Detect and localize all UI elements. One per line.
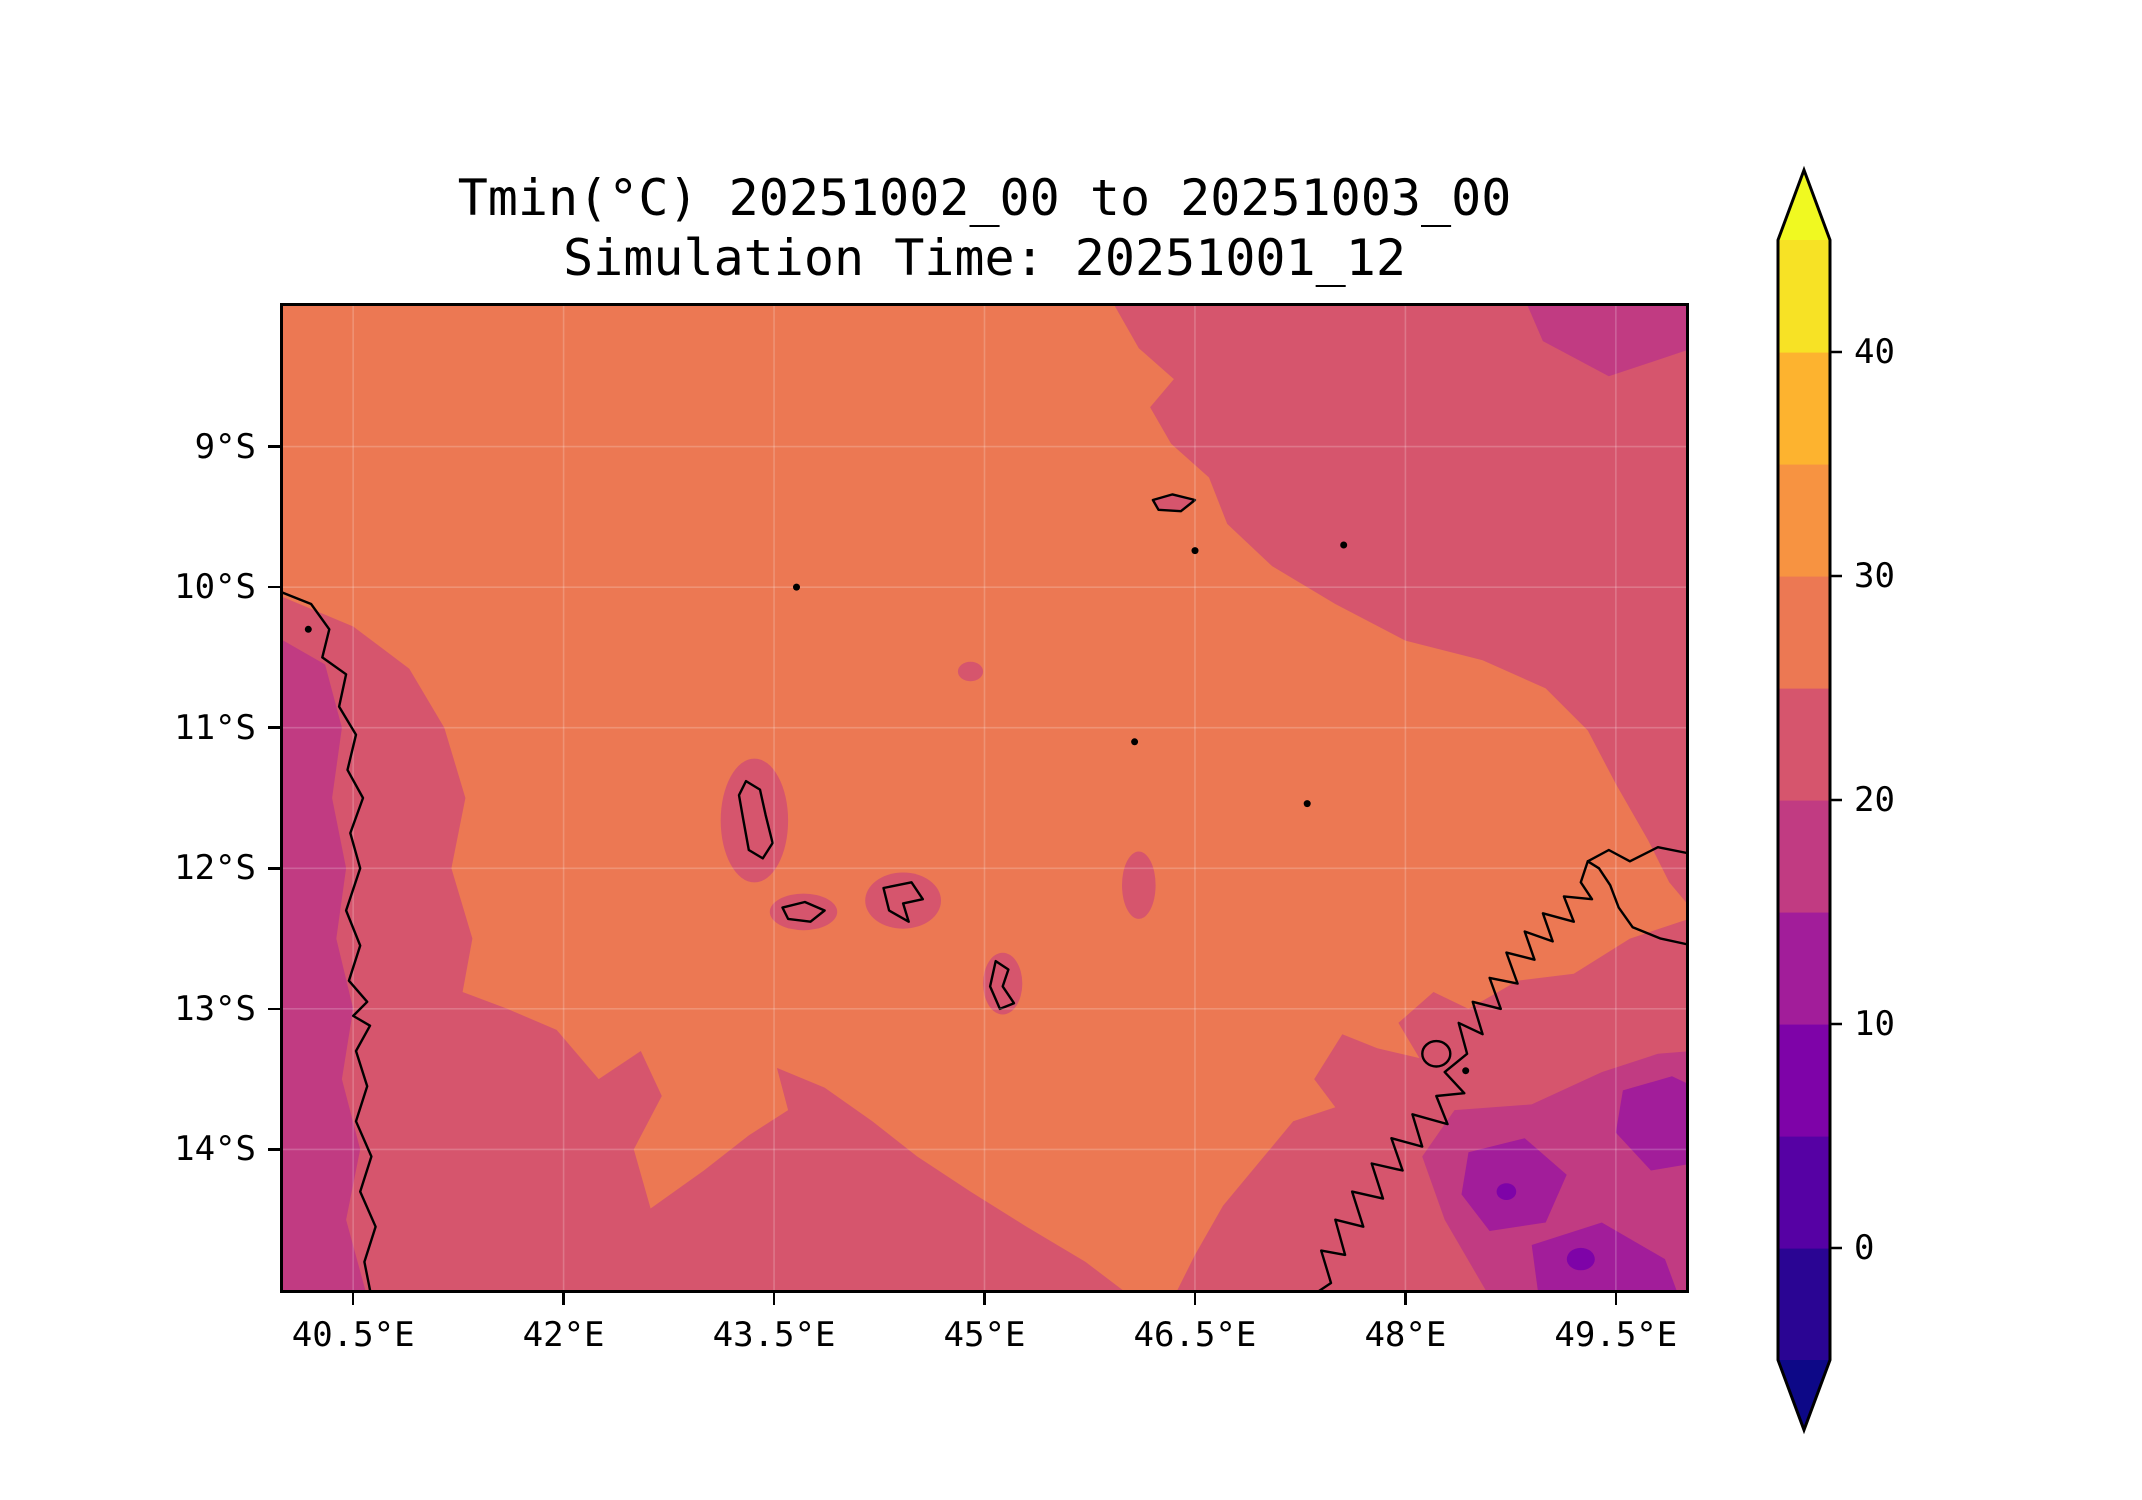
contour-region-west-land-15-20 — [283, 640, 366, 1290]
y-tick-label: 12°S — [174, 848, 256, 889]
x-tick-label: 49.5°E — [1554, 1315, 1678, 1355]
contour-patch-small-pink-spot-2 — [1122, 851, 1156, 919]
x-tick-mark — [1614, 1293, 1618, 1305]
colorbar-over-arrow — [1778, 170, 1830, 240]
x-tick-mark — [772, 1293, 776, 1305]
x-tick-label: 40.5°E — [291, 1315, 415, 1355]
coastline-madagascar-west-coast — [1318, 846, 1686, 1290]
island-nosy-be — [1421, 1039, 1452, 1068]
y-tick-mark — [268, 1007, 280, 1011]
y-tick-mark — [268, 585, 280, 589]
y-tick-mark — [268, 867, 280, 870]
y-tick-mark — [268, 726, 280, 729]
island-aldabra — [1151, 493, 1197, 513]
contour-patch-small-pink-spot-1 — [957, 661, 984, 682]
chart-subtitle: Simulation Time: 20251001_12 — [563, 229, 1406, 287]
map-plot-area — [280, 303, 1689, 1293]
x-tick-mark — [562, 1293, 565, 1305]
contour-region-northeast-20-25 — [1114, 306, 1686, 903]
colorbar-band — [1778, 352, 1830, 465]
islet-dot — [1131, 738, 1139, 746]
y-tick-label: 10°S — [174, 567, 256, 608]
x-tick-label: 46.5°E — [1133, 1315, 1257, 1355]
island-grande-comore — [737, 779, 774, 860]
colorbar-band — [1778, 576, 1830, 689]
x-tick-label: 45°E — [943, 1315, 1026, 1355]
colorbar-under-arrow — [1778, 1360, 1830, 1430]
colorbar-band — [1778, 464, 1830, 577]
islet-dot — [1303, 800, 1311, 808]
y-tick-label: 13°S — [174, 988, 256, 1029]
colorbar-tick-label: 40 — [1854, 332, 1895, 372]
y-tick-label: 14°S — [174, 1129, 256, 1170]
colorbar-tick-label: 20 — [1854, 780, 1895, 820]
colorbar-band — [1778, 912, 1830, 1025]
contour-patch-deep-purple-spot-1 — [1566, 1247, 1595, 1271]
island-moheli — [781, 900, 826, 923]
temperature-contour-map — [283, 306, 1686, 1290]
colorbar-band — [1778, 800, 1830, 913]
islet-dot — [1340, 541, 1348, 549]
island-mayotte — [988, 959, 1016, 1011]
islet-dot — [304, 625, 312, 633]
contour-region-top-right-corner-15-20 — [1527, 306, 1686, 377]
x-tick-mark — [1404, 1293, 1407, 1305]
colorbar: 0 10 20 30 40 — [1776, 165, 1895, 1435]
colorbar-tick-label: 30 — [1854, 556, 1895, 596]
contour-region-madagascar-purple-1 — [1461, 1138, 1567, 1231]
islet-dot — [1191, 547, 1199, 555]
x-tick-label: 48°E — [1364, 1315, 1447, 1355]
colorbar-band — [1778, 240, 1830, 353]
contour-region-madagascar-purple-3 — [1531, 1222, 1677, 1290]
x-tick-label: 42°E — [522, 1315, 605, 1355]
y-tick-label: 9°S — [194, 426, 256, 467]
x-tick-mark — [351, 1293, 355, 1305]
islet-dot — [1462, 1067, 1470, 1075]
colorbar-band — [1778, 688, 1830, 801]
coastline-africa-coast — [283, 591, 377, 1290]
contour-region-madagascar-purple-2 — [1615, 1076, 1686, 1171]
colorbar-band — [1778, 1248, 1830, 1361]
y-tick-mark — [268, 445, 280, 448]
colorbar-outline — [1776, 165, 1832, 1435]
x-tick-mark — [983, 1293, 986, 1305]
chart-title: Tmin(°C) 20251002_00 to 20251003_00 — [457, 169, 1512, 227]
x-tick-mark — [1193, 1293, 1197, 1305]
colorbar-tick-label: 10 — [1854, 1004, 1895, 1044]
islet-dot — [793, 583, 800, 591]
y-tick-label: 11°S — [174, 707, 256, 748]
y-tick-mark — [268, 1148, 280, 1151]
x-tick-label: 43.5°E — [712, 1315, 836, 1355]
colorbar-band — [1778, 1024, 1830, 1137]
contour-patch-deep-purple-spot-2 — [1496, 1183, 1517, 1200]
island-anjouan — [882, 881, 924, 923]
contour-region-coastal-and-southwest-20-25 — [283, 597, 1123, 1290]
coastline-madagascar-east-coast — [1586, 860, 1686, 946]
colorbar-band — [1778, 1136, 1830, 1249]
colorbar-tick-label: 0 — [1854, 1228, 1874, 1268]
